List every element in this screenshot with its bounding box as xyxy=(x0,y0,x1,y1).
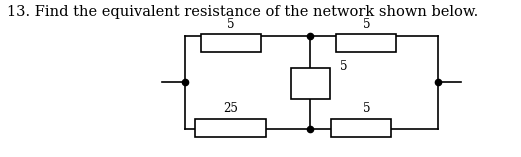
Bar xyxy=(291,68,330,99)
Text: 5: 5 xyxy=(363,18,370,31)
Bar xyxy=(195,119,266,137)
Bar xyxy=(331,119,391,137)
Bar xyxy=(336,34,396,52)
Text: 5: 5 xyxy=(363,102,370,115)
Bar xyxy=(201,34,260,52)
Text: 5: 5 xyxy=(340,60,348,73)
Text: 13. Find the equivalent resistance of the network shown below.: 13. Find the equivalent resistance of th… xyxy=(7,5,478,19)
Text: 25: 25 xyxy=(224,102,238,115)
Text: 5: 5 xyxy=(227,18,234,31)
